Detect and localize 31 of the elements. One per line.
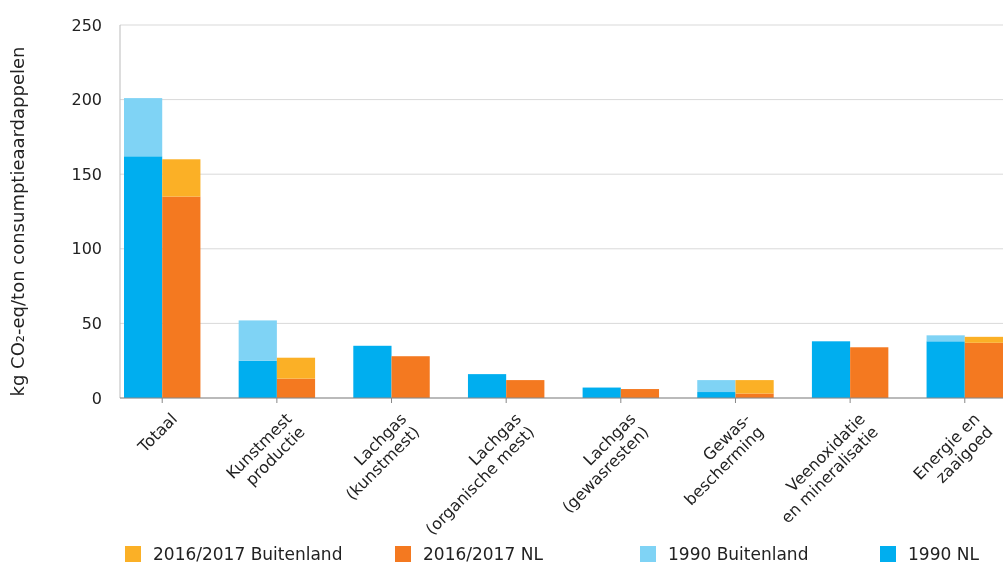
bar [811,341,851,398]
bar [276,378,316,398]
bar [238,320,277,361]
bar [735,380,774,394]
bar [506,380,545,398]
y-tick-label: 150 [71,164,102,184]
bar [964,336,1003,343]
legend-label: 1990 Buitenland [668,544,809,564]
legend-label: 2016/2017 Buitenland [153,544,343,564]
bar [276,357,316,379]
bar [353,345,392,398]
bar [926,341,965,398]
y-axis-title: kg CO₂-eq/ton consumptieaardappelen [7,46,28,397]
bar [964,342,1003,398]
bar [467,374,507,398]
bar [124,156,163,398]
bar [391,356,430,398]
y-tick-label: 200 [71,90,102,110]
y-tick-label: 0 [91,388,102,408]
bar [850,347,889,398]
bar [162,196,201,398]
bar [238,360,277,398]
bar [697,380,736,393]
legend-label: 2016/2017 NL [423,544,544,564]
y-tick-label: 50 [81,314,102,333]
bar [124,98,163,157]
y-tick-label: 100 [71,239,102,259]
bar [162,159,201,197]
legend-label: 1990 NL [908,544,980,564]
bar [926,335,965,342]
y-tick-label: 250 [71,15,102,35]
